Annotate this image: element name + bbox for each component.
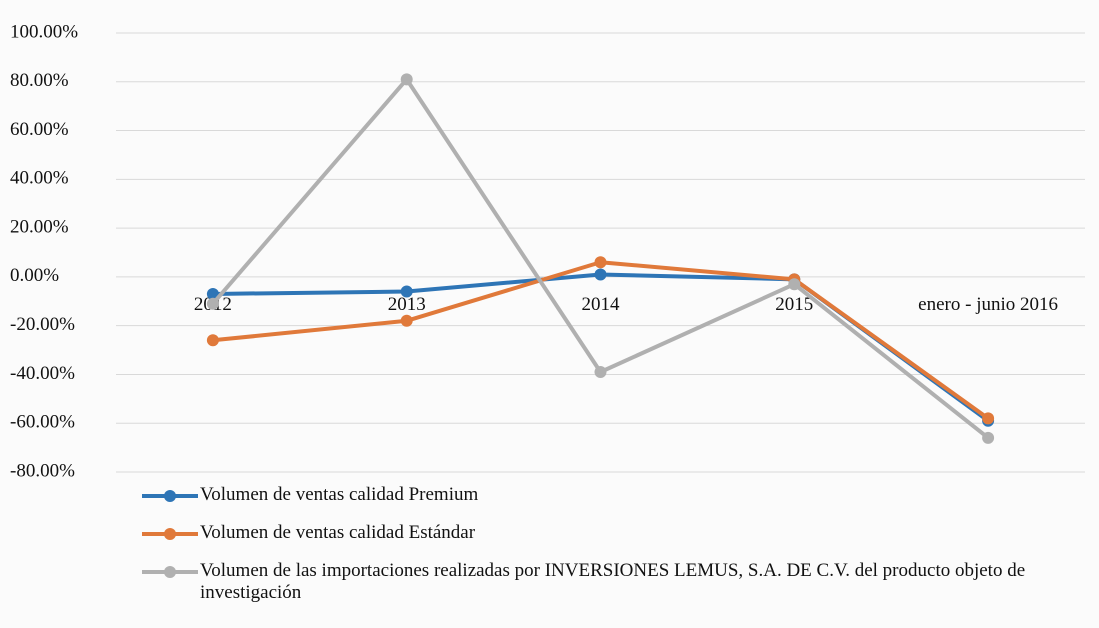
x-tick-label: enero - junio 2016 (918, 294, 1058, 315)
point (400, 314, 413, 327)
y-tick-label: 80.00% (10, 70, 69, 91)
point (982, 431, 995, 444)
legend-icon (142, 566, 198, 578)
chart: -80.00% -60.00% -40.00% -20.00% 0.00% 20.00% 4… (10, 21, 1085, 480)
legend-marker (164, 490, 176, 502)
y-tick-label: 100.00% (10, 21, 78, 42)
legend-marker (164, 566, 176, 578)
y-tick-label: -80.00% (10, 460, 75, 480)
y-tick-label: 60.00% (10, 119, 69, 140)
point (400, 285, 413, 298)
point (206, 287, 219, 300)
point (206, 297, 219, 310)
y-tick-label: 0.00% (10, 265, 59, 286)
legend-label: Volumen de ventas calidad Estándar (200, 522, 476, 543)
point (206, 334, 219, 347)
legend-icon (142, 490, 198, 502)
legend-label: Volumen de las importaciones realizadas … (200, 560, 1026, 603)
x-tick-label: 2015 (775, 294, 813, 315)
y-tick-label: 20.00% (10, 216, 69, 237)
series-line (212, 260, 990, 420)
legend-entry: Volumen de las importaciones realizadas … (140, 560, 1040, 604)
legend-label: Volumen de ventas calidad Premium (200, 484, 479, 505)
legend-marker (164, 528, 176, 540)
point (594, 256, 607, 269)
y-tick-label: -40.00% (10, 363, 75, 384)
point (594, 268, 607, 281)
point (400, 73, 413, 86)
legend-icon (142, 528, 198, 540)
point (788, 278, 801, 291)
legend-entry: Volumen de ventas calidad Premium (140, 484, 1040, 506)
point (594, 366, 607, 379)
x-tick-label: 2013 (388, 294, 426, 315)
legend: Volumen de ventas calidad Premium Volumen… (140, 484, 1040, 620)
y-tick-label: -60.00% (10, 412, 75, 433)
x-tick-label: 2014 (582, 294, 621, 315)
y-tick-label: 40.00% (10, 168, 69, 189)
point (982, 412, 995, 425)
legend-entry: Volumen de ventas calidad Estándar (140, 522, 1040, 544)
y-tick-label: -20.00% (10, 314, 75, 335)
